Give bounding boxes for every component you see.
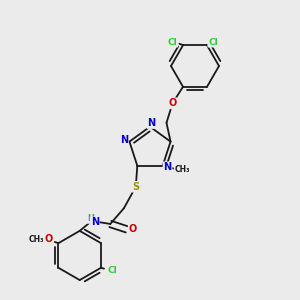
Text: Cl: Cl: [208, 38, 218, 47]
Text: H: H: [87, 214, 94, 223]
Text: N: N: [164, 162, 172, 172]
Text: N: N: [147, 118, 156, 128]
Text: CH₃: CH₃: [29, 235, 44, 244]
Text: N: N: [120, 135, 128, 145]
Text: S: S: [132, 182, 140, 192]
Text: Cl: Cl: [168, 38, 177, 47]
Text: Cl: Cl: [107, 266, 117, 275]
Text: O: O: [44, 234, 52, 244]
Text: N: N: [91, 218, 99, 227]
Text: CH₃: CH₃: [174, 165, 190, 174]
Text: O: O: [168, 98, 177, 108]
Text: O: O: [129, 224, 137, 234]
